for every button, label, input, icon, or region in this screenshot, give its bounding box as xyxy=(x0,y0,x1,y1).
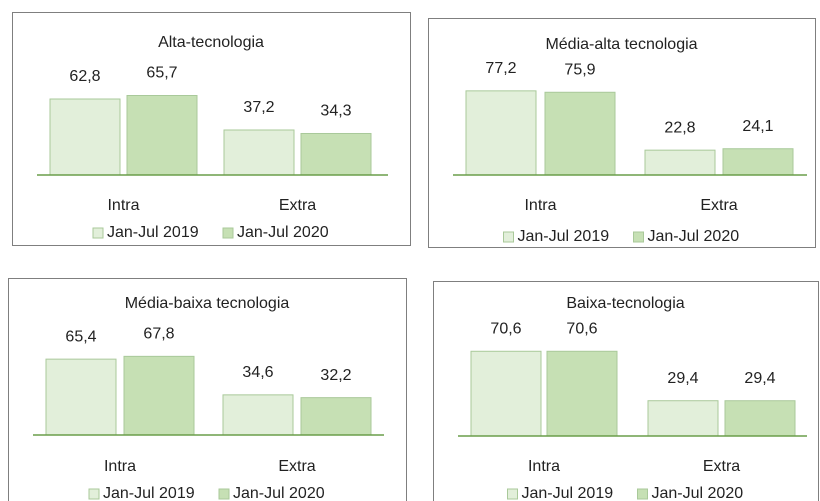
bar xyxy=(123,355,195,436)
bar xyxy=(544,91,616,176)
legend-label: Jan-Jul 2019 xyxy=(103,485,195,501)
bar xyxy=(546,350,618,437)
value-label: 29,4 xyxy=(667,370,698,387)
value-label: 70,6 xyxy=(566,320,597,337)
legend-label: Jan-Jul 2019 xyxy=(107,224,199,241)
x-tick-label: Extra xyxy=(700,197,737,214)
bar xyxy=(126,95,198,176)
x-tick-label: Intra xyxy=(104,458,136,475)
value-label: 67,8 xyxy=(143,326,174,343)
legend-label: Jan-Jul 2019 xyxy=(522,485,614,501)
value-label: 65,7 xyxy=(146,65,177,82)
x-tick-label: Intra xyxy=(524,197,556,214)
value-label: 77,2 xyxy=(485,60,516,77)
value-label: 32,2 xyxy=(320,367,351,384)
value-label: 70,6 xyxy=(490,320,521,337)
value-label: 34,6 xyxy=(242,364,273,381)
legend-label: Jan-Jul 2020 xyxy=(648,228,740,245)
legend-label: Jan-Jul 2020 xyxy=(652,485,744,501)
value-label: 75,9 xyxy=(564,61,595,78)
legend-swatch xyxy=(88,488,100,500)
bar xyxy=(222,394,294,436)
bar xyxy=(49,98,121,176)
bar xyxy=(300,132,372,176)
bar xyxy=(722,148,794,176)
x-tick-label: Intra xyxy=(107,197,139,214)
chart-title: Baixa-tecnologia xyxy=(566,295,684,312)
chart-title: Alta-tecnologia xyxy=(158,34,264,51)
value-label: 34,3 xyxy=(320,103,351,120)
bar xyxy=(724,400,796,437)
value-label: 29,4 xyxy=(744,370,775,387)
legend-swatch xyxy=(633,231,644,243)
legend-swatch xyxy=(218,488,230,500)
value-label: 37,2 xyxy=(243,99,274,116)
x-tick-label: Extra xyxy=(703,458,740,475)
x-tick-label: Extra xyxy=(279,197,316,214)
bar xyxy=(223,129,295,176)
value-label: 24,1 xyxy=(742,118,773,135)
legend-swatch xyxy=(503,231,514,243)
x-tick-label: Extra xyxy=(278,458,315,475)
value-label: 22,8 xyxy=(664,119,695,136)
bar xyxy=(45,358,117,436)
legend-swatch xyxy=(507,488,518,500)
legend-swatch xyxy=(222,227,234,239)
bar xyxy=(470,350,542,437)
legend-label: Jan-Jul 2019 xyxy=(518,228,610,245)
bar xyxy=(465,90,537,176)
bar xyxy=(644,149,716,176)
chart-title: Média-alta tecnologia xyxy=(545,36,697,53)
bar xyxy=(647,400,719,437)
x-tick-label: Intra xyxy=(528,458,560,475)
legend-swatch xyxy=(637,488,648,500)
legend-label: Jan-Jul 2020 xyxy=(233,485,325,501)
legend-swatch xyxy=(92,227,104,239)
value-label: 62,8 xyxy=(69,68,100,85)
legend-label: Jan-Jul 2020 xyxy=(237,224,329,241)
chart-title: Média-baixa tecnologia xyxy=(125,295,290,312)
bar xyxy=(300,397,372,436)
value-label: 65,4 xyxy=(65,328,96,345)
